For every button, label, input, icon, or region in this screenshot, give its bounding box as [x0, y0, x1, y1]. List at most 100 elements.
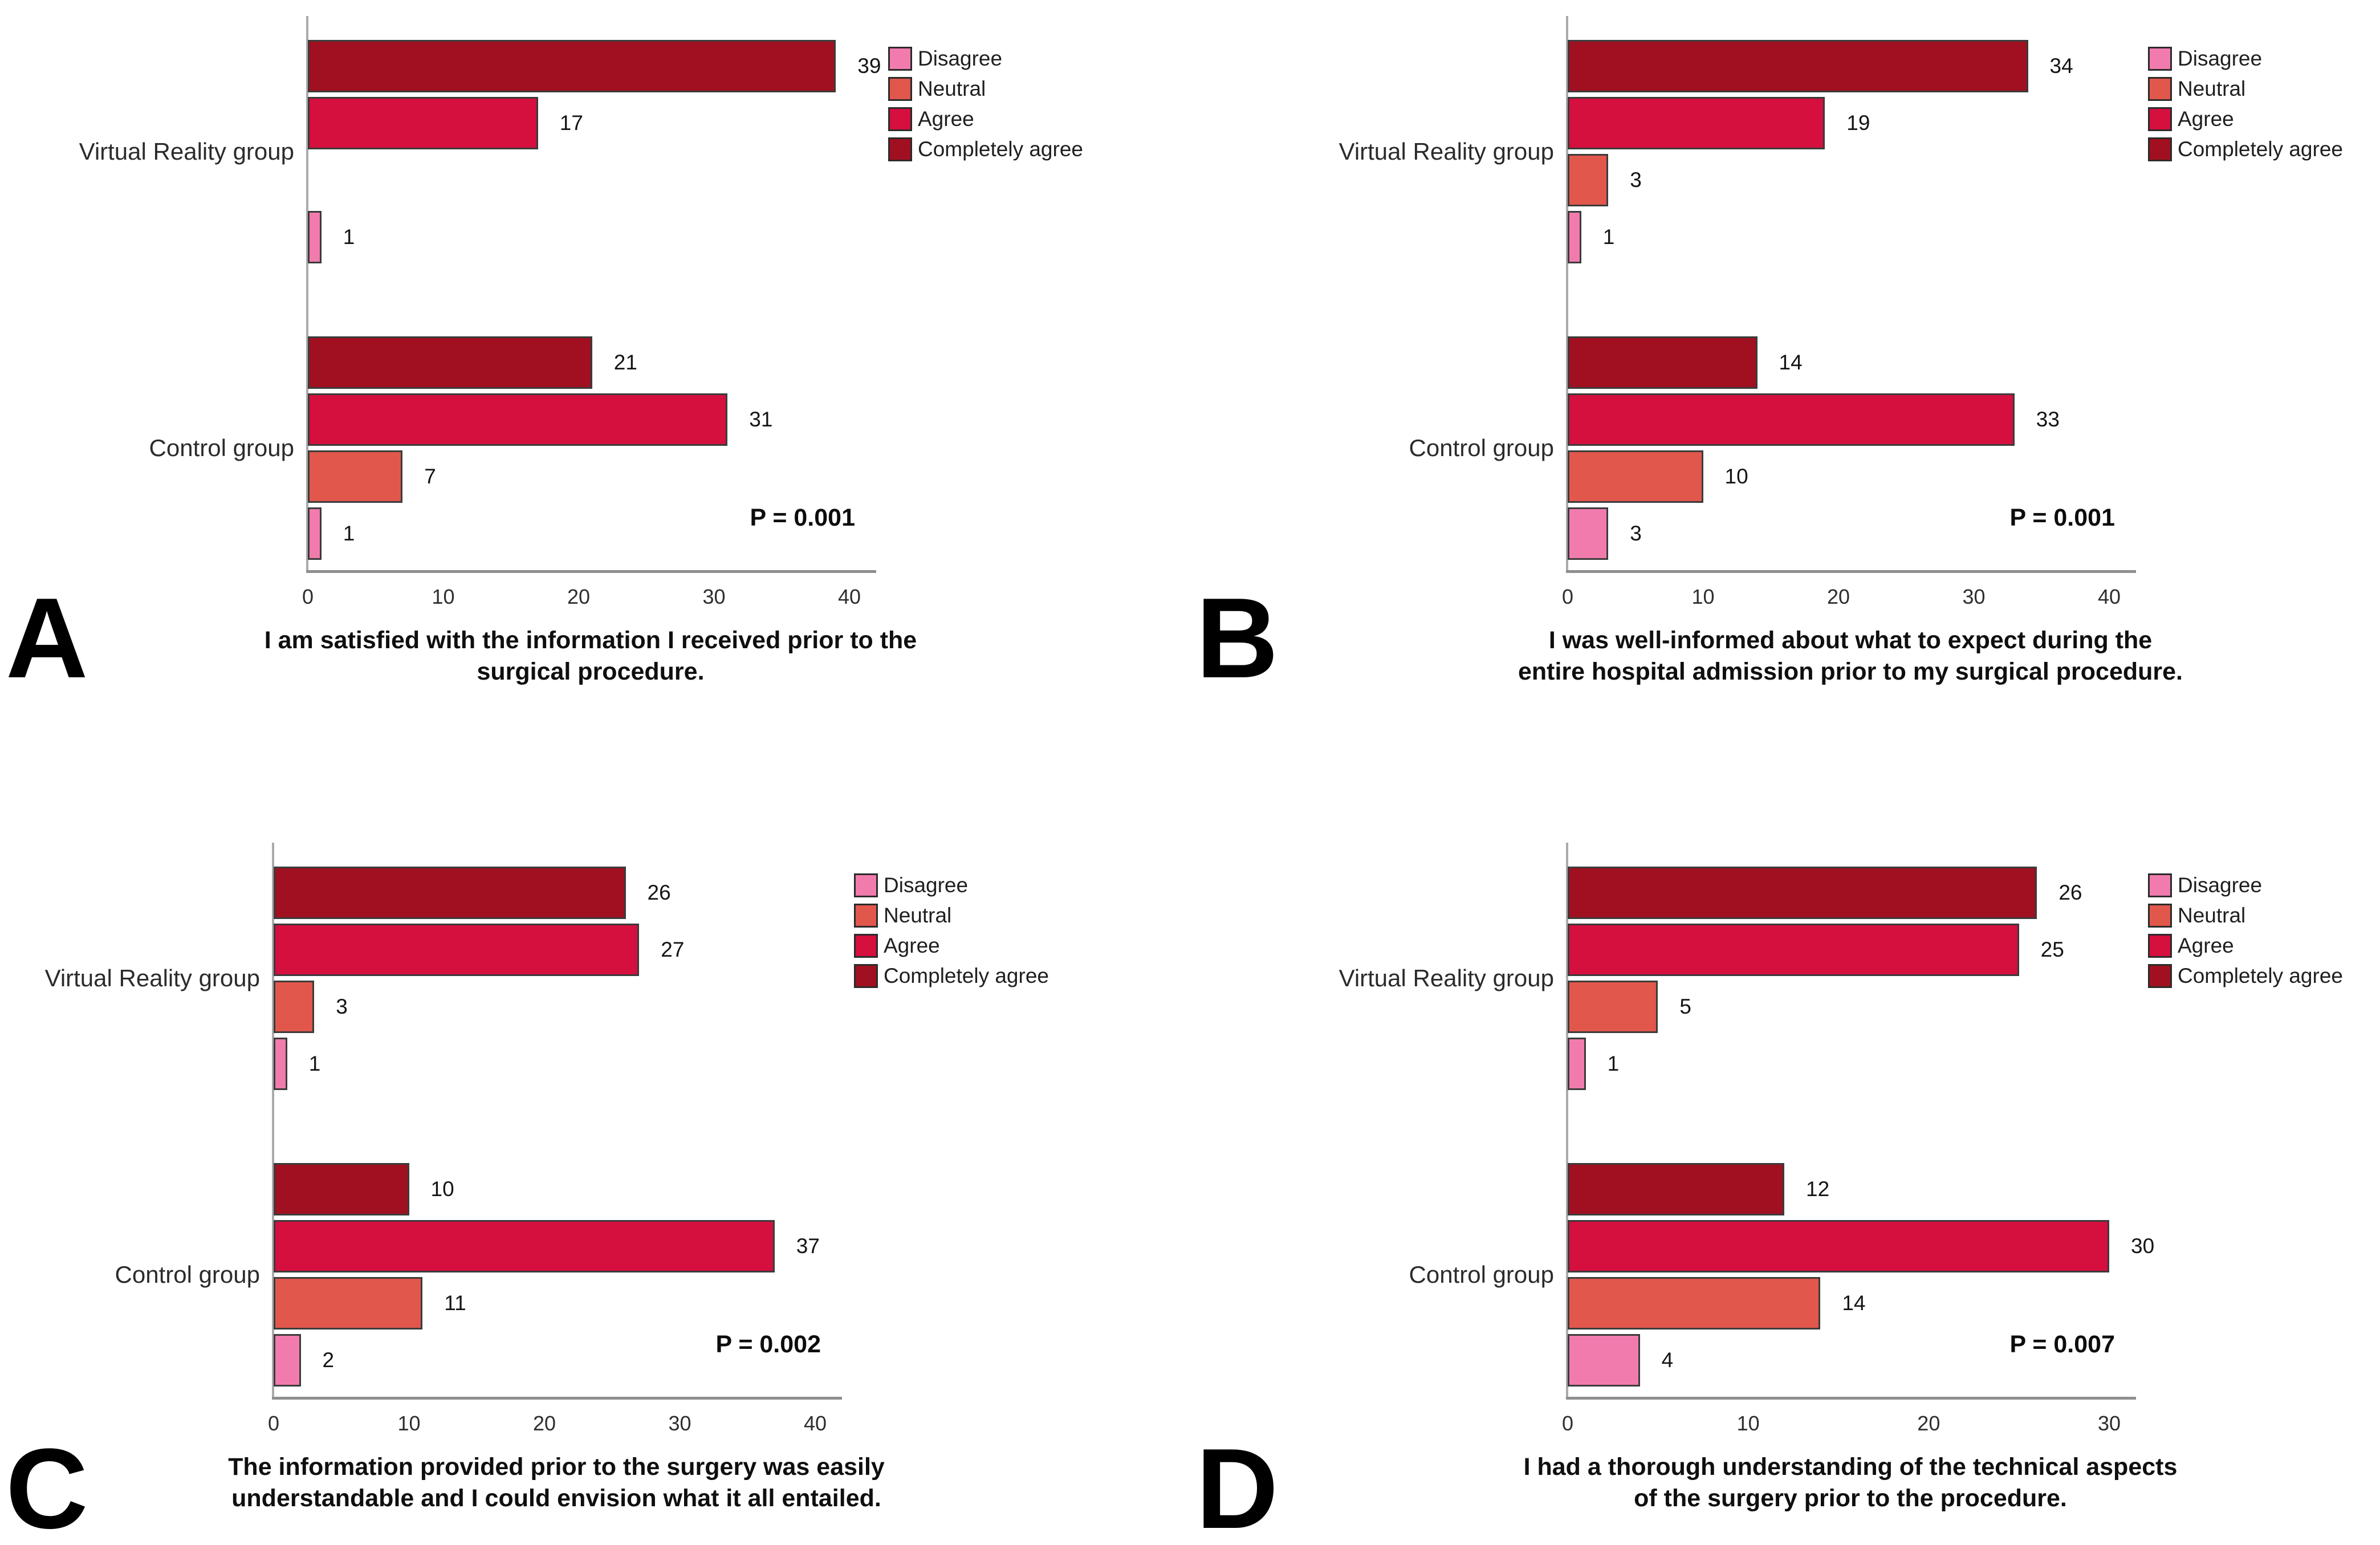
axis-title-line1: I had a thorough understanding of the te… — [1523, 1453, 2178, 1481]
legend-label: Neutral — [2178, 76, 2246, 100]
bar-agree-control-group — [1568, 1220, 2109, 1272]
category-label-control-group: Control group — [1409, 434, 1554, 461]
x-tick-label: 0 — [302, 585, 314, 608]
x-axis-line — [272, 1397, 842, 1400]
legend-item: Neutral — [2148, 74, 2343, 104]
axis-title-line2: of the surgery prior to the procedure. — [1634, 1485, 2067, 1512]
legend: Disagree Neutral Agree Completely agree — [854, 870, 1049, 991]
y-axis-line — [306, 16, 308, 572]
legend-label: Disagree — [918, 46, 1003, 70]
legend-swatch-icon — [2148, 963, 2172, 988]
bar-value-label: 10 — [430, 1177, 454, 1201]
bar-value-label: 25 — [2040, 938, 2064, 961]
bar-completely-agree-control-group — [1568, 1163, 1784, 1215]
axis-title: The information provided prior to the su… — [157, 1452, 955, 1514]
legend-item: Completely agree — [888, 134, 1083, 164]
axis-title: I had a thorough understanding of the te… — [1451, 1452, 2249, 1514]
bar-neutral-virtual-reality-group — [1568, 154, 1609, 206]
bar-agree-control-group — [308, 393, 728, 446]
legend-item: Agree — [854, 930, 1049, 961]
p-value-label: P = 0.001 — [2009, 504, 2115, 531]
x-axis-line — [306, 570, 876, 573]
legend-swatch-icon — [888, 46, 912, 71]
bar-value-label: 39 — [857, 54, 881, 78]
panel-letter: D — [1196, 1425, 1279, 1545]
panel-b-plot-area: 0 10 20 30 40 34 19 3 1 14 33 10 3 Disagree Neutral Agr… — [1190, 0, 2380, 773]
axis-title: I am satisfied with the information I re… — [192, 625, 990, 688]
bar-disagree-control-group — [274, 1334, 301, 1387]
axis-title-line1: I was well-informed about what to expect… — [1548, 627, 2153, 654]
legend-item: Agree — [2148, 104, 2343, 134]
legend-swatch-icon — [854, 873, 878, 897]
y-axis-line — [1566, 843, 1568, 1399]
bar-value-label: 37 — [796, 1234, 820, 1258]
legend-swatch-icon — [2148, 107, 2172, 131]
bar-value-label: 1 — [1602, 225, 1615, 249]
panel-d: 0 10 20 30 26 25 5 1 12 30 14 4 Disagree Neutral Agree… — [1190, 827, 2380, 1545]
legend-label: Agree — [884, 933, 940, 957]
bar-value-label: 1 — [308, 1052, 321, 1075]
panel-a-plot-area: 0 10 20 30 40 39 17 1 21 31 7 1 Disagree Neutral Agree… — [0, 0, 1190, 773]
legend-item: Disagree — [854, 870, 1049, 900]
legend-label: Completely agree — [2178, 137, 2343, 161]
legend-swatch-icon — [854, 933, 878, 958]
bar-agree-control-group — [274, 1220, 775, 1272]
bar-disagree-virtual-reality-group — [274, 1038, 287, 1090]
bar-value-label: 27 — [661, 938, 685, 961]
bar-value-label: 2 — [322, 1348, 335, 1372]
legend-item: Completely agree — [2148, 134, 2343, 164]
axis-title-line1: The information provided prior to the su… — [228, 1453, 885, 1481]
bar-value-label: 5 — [1679, 995, 1691, 1018]
bar-value-label: 4 — [1661, 1348, 1674, 1372]
bar-value-label: 1 — [343, 522, 355, 545]
legend-label: Agree — [2178, 107, 2234, 131]
x-tick-label: 0 — [1561, 585, 1574, 608]
category-label-virtual-reality-group: Virtual Reality group — [79, 138, 294, 165]
category-label-control-group: Control group — [1409, 1261, 1554, 1288]
bar-value-label: 33 — [2036, 408, 2060, 431]
bar-agree-virtual-reality-group — [1568, 924, 2019, 976]
category-label-virtual-reality-group: Virtual Reality group — [1339, 138, 1554, 165]
bar-value-label: 30 — [2131, 1234, 2155, 1258]
panel-d-plot-area: 0 10 20 30 26 25 5 1 12 30 14 4 Disagree Neutral Agree… — [1190, 827, 2380, 1545]
bar-value-label: 31 — [749, 408, 773, 431]
legend-swatch-icon — [854, 903, 878, 928]
x-tick-label: 40 — [803, 1412, 827, 1435]
legend-item: Completely agree — [2148, 961, 2343, 991]
bar-completely-agree-control-group — [308, 336, 592, 389]
bar-disagree-virtual-reality-group — [1568, 1038, 1586, 1090]
panel-b: 0 10 20 30 40 34 19 3 1 14 33 10 3 Disagree Neutral Agr… — [1190, 0, 2380, 773]
bar-value-label: 1 — [1607, 1052, 1620, 1075]
bar-value-label: 10 — [1724, 465, 1748, 488]
bar-value-label: 3 — [336, 995, 348, 1018]
legend-label: Agree — [918, 107, 974, 131]
p-value-label: P = 0.001 — [750, 504, 855, 531]
x-tick-label: 30 — [702, 585, 726, 608]
legend-label: Agree — [2178, 933, 2234, 957]
x-tick-label: 20 — [1826, 585, 1850, 608]
bar-value-label: 21 — [613, 351, 637, 374]
bar-disagree-control-group — [308, 507, 322, 560]
panel-a: 0 10 20 30 40 39 17 1 21 31 7 1 Disagree Neutral Agree… — [0, 0, 1190, 773]
panel-letter: B — [1196, 575, 1279, 702]
p-value-label: P = 0.007 — [2009, 1331, 2115, 1358]
bar-neutral-control-group — [1568, 450, 1703, 503]
legend-swatch-icon — [2148, 903, 2172, 928]
legend-item: Agree — [888, 104, 1083, 134]
bar-disagree-control-group — [1568, 507, 1609, 560]
x-tick-label: 0 — [1561, 1412, 1574, 1435]
panel-letter: A — [6, 575, 88, 702]
bar-completely-agree-control-group — [274, 1163, 409, 1215]
bar-neutral-control-group — [1568, 1277, 1821, 1329]
x-axis-line — [1566, 570, 2136, 573]
x-tick-label: 10 — [1691, 585, 1715, 608]
legend-swatch-icon — [888, 137, 912, 161]
bar-value-label: 12 — [1806, 1177, 1830, 1201]
legend-swatch-icon — [2148, 46, 2172, 71]
legend-swatch-icon — [854, 963, 878, 988]
bar-completely-agree-virtual-reality-group — [308, 40, 836, 92]
panel-c: 0 10 20 30 40 26 27 3 1 10 37 11 2 Disagree Neutral Agr… — [0, 827, 1190, 1545]
legend-label: Neutral — [884, 903, 952, 927]
legend-swatch-icon — [888, 76, 912, 101]
bar-completely-agree-control-group — [1568, 336, 1757, 389]
